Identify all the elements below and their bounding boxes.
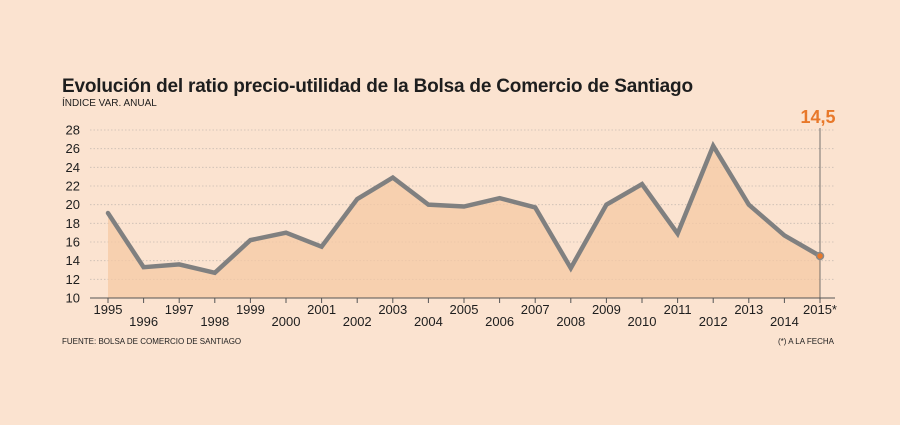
y-tick-label: 12 [66, 272, 80, 287]
x-tick-label-2002: 2002 [343, 314, 372, 329]
source-note: FUENTE: BOLSA DE COMERCIO DE SANTIAGO [62, 337, 242, 346]
x-tick-label-2008: 2008 [556, 314, 585, 329]
x-tick-label-2007: 2007 [521, 302, 550, 317]
y-tick-label: 24 [66, 160, 80, 175]
x-tick-label-2004: 2004 [414, 314, 443, 329]
x-tick-label-2015*: 2015* [803, 302, 837, 317]
x-tick-label-2013: 2013 [734, 302, 763, 317]
y-tick-label: 20 [66, 197, 80, 212]
x-tick-label-2010: 2010 [628, 314, 657, 329]
x-tick-label-2003: 2003 [378, 302, 407, 317]
x-tick-label-2005: 2005 [450, 302, 479, 317]
x-tick-label-1995: 1995 [94, 302, 123, 317]
chart-subtitle: ÍNDICE VAR. ANUAL [62, 98, 157, 109]
y-tick-label: 22 [66, 179, 80, 194]
y-tick-label: 18 [66, 216, 80, 231]
x-tick-label-2014: 2014 [770, 314, 799, 329]
footnote: (*) A LA FECHA [777, 337, 834, 346]
x-tick-label-2011: 2011 [664, 302, 692, 317]
x-tick-label-1996: 1996 [129, 314, 158, 329]
x-tick-label-1999: 1999 [236, 302, 265, 317]
y-tick-label: 10 [66, 291, 80, 306]
chart-title: Evolución del ratio precio-utilidad de l… [62, 76, 693, 97]
x-tick-label-1998: 1998 [200, 314, 229, 329]
x-tick-label-2000: 2000 [272, 314, 301, 329]
x-tick-label-2006: 2006 [485, 314, 514, 329]
x-tick-label-1997: 1997 [165, 302, 194, 317]
highlight-value-label: 14,5 [800, 107, 835, 127]
area-fill [108, 145, 820, 298]
y-tick-label: 26 [66, 141, 80, 156]
x-tick-label-2001: 2001 [307, 302, 336, 317]
x-tick-label-2012: 2012 [699, 314, 728, 329]
x-tick-label-2009: 2009 [592, 302, 621, 317]
y-tick-label: 28 [66, 123, 80, 138]
highlight-point [815, 251, 825, 261]
y-tick-label: 16 [66, 235, 80, 250]
series-line [105, 140, 823, 276]
y-tick-label: 14 [66, 253, 80, 268]
